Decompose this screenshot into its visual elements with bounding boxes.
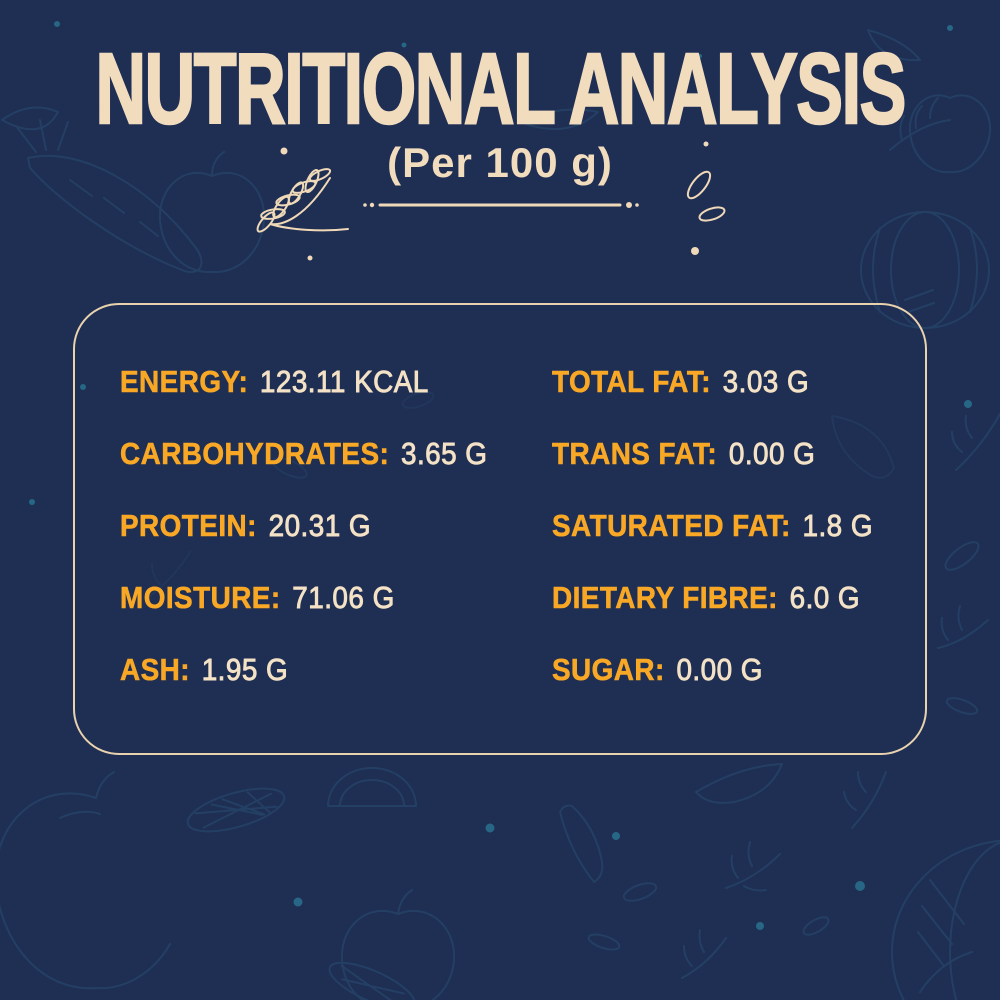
nutrient-value: 0.00 G bbox=[676, 652, 763, 687]
nutrient-label: TRANS FAT: bbox=[552, 436, 718, 471]
nutrition-row-moisture: MOISTURE: 71.06 G bbox=[120, 580, 509, 615]
nutrition-column-right: TOTAL FAT: 3.03 G TRANS FAT: 0.00 G SATU… bbox=[552, 364, 917, 687]
nutrition-row-dietary-fibre: DIETARY FIBRE: 6.0 G bbox=[552, 580, 881, 615]
nutrient-value: 1.95 G bbox=[201, 652, 289, 687]
nutrition-row-carbohydrates: CARBOHYDRATES: 3.65 G bbox=[120, 436, 509, 471]
nutrient-label: ASH: bbox=[120, 652, 191, 687]
nutrient-label: SUGAR: bbox=[552, 652, 665, 687]
nutrient-label: ENERGY: bbox=[120, 364, 249, 399]
nutrient-value: 20.31 G bbox=[268, 508, 372, 543]
nutrient-value: 3.03 G bbox=[722, 364, 810, 399]
divider-line bbox=[363, 202, 639, 208]
nutrient-label: TOTAL FAT: bbox=[552, 364, 711, 399]
nutrient-value: 1.8 G bbox=[802, 508, 873, 543]
serving-subtitle: (Per 100 g) bbox=[387, 139, 613, 186]
nutrient-value: 0.00 G bbox=[728, 436, 816, 471]
nutrition-column-left: ENERGY: 123.11 KCAL CARBOHYDRATES: 3.65 … bbox=[120, 364, 552, 687]
nutrient-value: 123.11 KCAL bbox=[259, 364, 429, 399]
nutrient-label: PROTEIN: bbox=[120, 508, 257, 543]
nutrition-row-total-fat: TOTAL FAT: 3.03 G bbox=[552, 364, 881, 399]
nutrition-row-ash: ASH: 1.95 G bbox=[120, 652, 509, 687]
nutrient-value: 6.0 G bbox=[789, 580, 861, 615]
nutrition-row-saturated-fat: SATURATED FAT: 1.8 G bbox=[552, 508, 881, 543]
nutrient-label: DIETARY FIBRE: bbox=[552, 580, 778, 615]
nutrient-value: 3.65 G bbox=[400, 436, 488, 471]
nutrition-panel: ENERGY: 123.11 KCAL CARBOHYDRATES: 3.65 … bbox=[73, 303, 927, 755]
nutrition-row-protein: PROTEIN: 20.31 G bbox=[120, 508, 509, 543]
nutrient-label: MOISTURE: bbox=[120, 580, 281, 615]
page-title: NUTRITIONAL ANALYSIS bbox=[94, 33, 907, 145]
nutrition-row-trans-fat: TRANS FAT: 0.00 G bbox=[552, 436, 881, 471]
nutrition-row-sugar: SUGAR: 0.00 G bbox=[552, 652, 881, 687]
header: NUTRITIONAL ANALYSIS bbox=[0, 33, 1000, 145]
nutrient-label: SATURATED FAT: bbox=[552, 508, 791, 543]
nutrient-value: 71.06 G bbox=[292, 580, 395, 615]
nutrition-row-energy: ENERGY: 123.11 KCAL bbox=[120, 364, 509, 399]
nutrient-label: CARBOHYDRATES: bbox=[120, 436, 390, 471]
